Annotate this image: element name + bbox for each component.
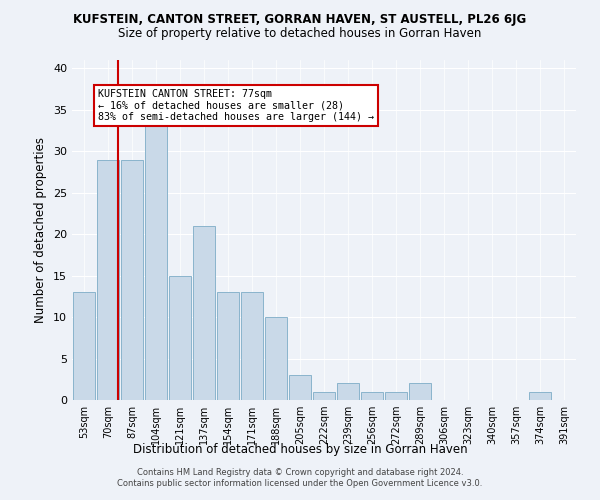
Bar <box>289 375 311 400</box>
Bar <box>409 384 431 400</box>
Bar <box>313 392 335 400</box>
Bar <box>145 126 167 400</box>
Text: KUFSTEIN, CANTON STREET, GORRAN HAVEN, ST AUSTELL, PL26 6JG: KUFSTEIN, CANTON STREET, GORRAN HAVEN, S… <box>73 12 527 26</box>
Bar <box>385 392 407 400</box>
Text: Distribution of detached houses by size in Gorran Haven: Distribution of detached houses by size … <box>133 442 467 456</box>
Bar <box>217 292 239 400</box>
Bar <box>73 292 95 400</box>
Bar <box>97 160 119 400</box>
Text: Size of property relative to detached houses in Gorran Haven: Size of property relative to detached ho… <box>118 28 482 40</box>
Bar <box>265 317 287 400</box>
Bar <box>193 226 215 400</box>
Text: KUFSTEIN CANTON STREET: 77sqm
← 16% of detached houses are smaller (28)
83% of s: KUFSTEIN CANTON STREET: 77sqm ← 16% of d… <box>98 89 374 122</box>
Bar <box>529 392 551 400</box>
Bar <box>241 292 263 400</box>
Bar <box>169 276 191 400</box>
Text: Contains HM Land Registry data © Crown copyright and database right 2024.
Contai: Contains HM Land Registry data © Crown c… <box>118 468 482 487</box>
Bar <box>121 160 143 400</box>
Bar <box>361 392 383 400</box>
Y-axis label: Number of detached properties: Number of detached properties <box>34 137 47 323</box>
Bar <box>337 384 359 400</box>
